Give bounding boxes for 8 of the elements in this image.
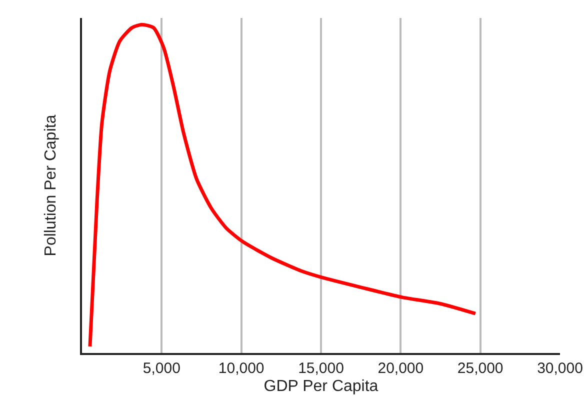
x-tick-label: 5,000 bbox=[142, 360, 180, 377]
x-tick-label: 30,000 bbox=[537, 360, 583, 377]
x-axis-title: GDP Per Capita bbox=[264, 378, 378, 396]
x-tick-label: 20,000 bbox=[378, 360, 424, 377]
x-tick-label: 25,000 bbox=[457, 360, 504, 377]
x-tick-label: 10,000 bbox=[218, 360, 264, 377]
y-axis-title: Pollution Per Capita bbox=[42, 114, 60, 256]
x-tick-label: 15,000 bbox=[298, 360, 344, 377]
